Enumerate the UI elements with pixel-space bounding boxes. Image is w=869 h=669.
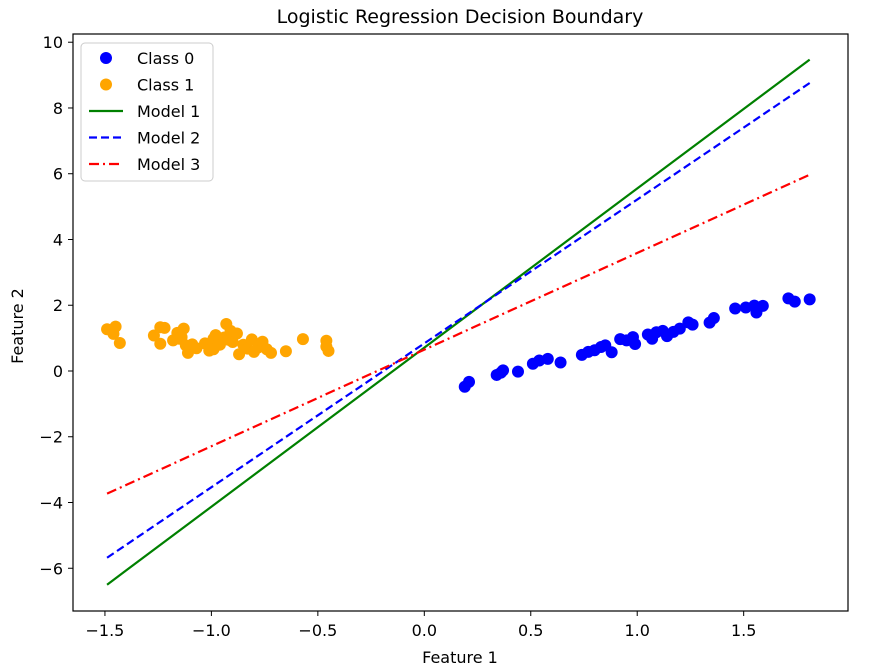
- scatter-point: [673, 322, 686, 335]
- y-tick-label: 8: [53, 99, 63, 118]
- y-tick-label: 2: [53, 296, 63, 315]
- y-axis: −6 −4 −2 0 2 4 6 8 10: [39, 33, 73, 578]
- x-tick-label: −0.5: [298, 621, 337, 640]
- scatter-point: [233, 348, 246, 361]
- scatter-point: [107, 327, 120, 340]
- scatter-point: [554, 356, 567, 369]
- scatter-series-0: [458, 292, 816, 393]
- y-tick-label: 6: [53, 165, 63, 184]
- scatter-point: [158, 321, 171, 334]
- legend: Class 0 Class 1 Model 1 Model 2 Model 3: [80, 42, 214, 182]
- scatter-point: [756, 299, 769, 312]
- scatter-series-1: [101, 317, 335, 361]
- y-axis-label: Feature 2: [8, 288, 27, 364]
- x-axis: −1.5 −1.0 −0.5 0.0 0.5 1.0 1.5: [86, 611, 756, 640]
- x-tick-label: −1.0: [192, 621, 231, 640]
- y-tick-label: −6: [39, 559, 63, 578]
- scatter-point: [686, 318, 699, 331]
- legend-label: Model 3: [137, 155, 200, 174]
- scatter-point: [629, 338, 642, 351]
- scatter-point: [494, 366, 507, 379]
- legend-label: Class 1: [137, 76, 194, 95]
- legend-label: Model 1: [137, 102, 200, 121]
- scatter-point: [147, 329, 160, 342]
- chart-title: Logistic Regression Decision Boundary: [277, 6, 644, 28]
- scatter-point: [707, 312, 720, 325]
- plot-frame: [72, 33, 849, 612]
- x-tick-label: 1.0: [624, 621, 649, 640]
- scatter-point: [265, 346, 278, 359]
- scatter-point: [463, 375, 476, 388]
- line-model-3: [106, 173, 811, 495]
- y-tick-label: 10: [43, 33, 63, 52]
- y-tick-label: −2: [39, 428, 63, 447]
- scatter-point: [230, 327, 243, 340]
- scatter-point: [322, 344, 335, 357]
- y-tick-label: 4: [53, 230, 63, 249]
- scatter-point: [788, 295, 801, 308]
- scatter-point: [605, 346, 618, 359]
- scatter-point: [279, 345, 292, 358]
- scatter-point: [803, 293, 816, 306]
- legend-marker: [100, 52, 112, 64]
- x-tick-label: 0.5: [518, 621, 543, 640]
- x-tick-label: −1.5: [86, 621, 125, 640]
- scatter-point: [541, 352, 554, 365]
- scatter-point: [154, 337, 167, 350]
- line-model-2: [106, 82, 811, 559]
- y-tick-label: −4: [39, 494, 63, 513]
- line-model-1: [106, 58, 811, 586]
- scatter-point: [729, 302, 742, 315]
- x-tick-label: 0.0: [412, 621, 437, 640]
- legend-label: Class 0: [137, 49, 194, 68]
- x-tick-label: 1.5: [731, 621, 756, 640]
- plot-area: [101, 58, 816, 586]
- legend-box: [80, 42, 214, 182]
- x-axis-label: Feature 1: [422, 648, 498, 667]
- legend-marker: [100, 78, 112, 91]
- scatter-point: [296, 333, 309, 346]
- scatter-point: [511, 365, 524, 378]
- y-tick-label: 0: [53, 362, 63, 381]
- scatter-point: [113, 337, 126, 350]
- legend-label: Model 2: [137, 129, 200, 148]
